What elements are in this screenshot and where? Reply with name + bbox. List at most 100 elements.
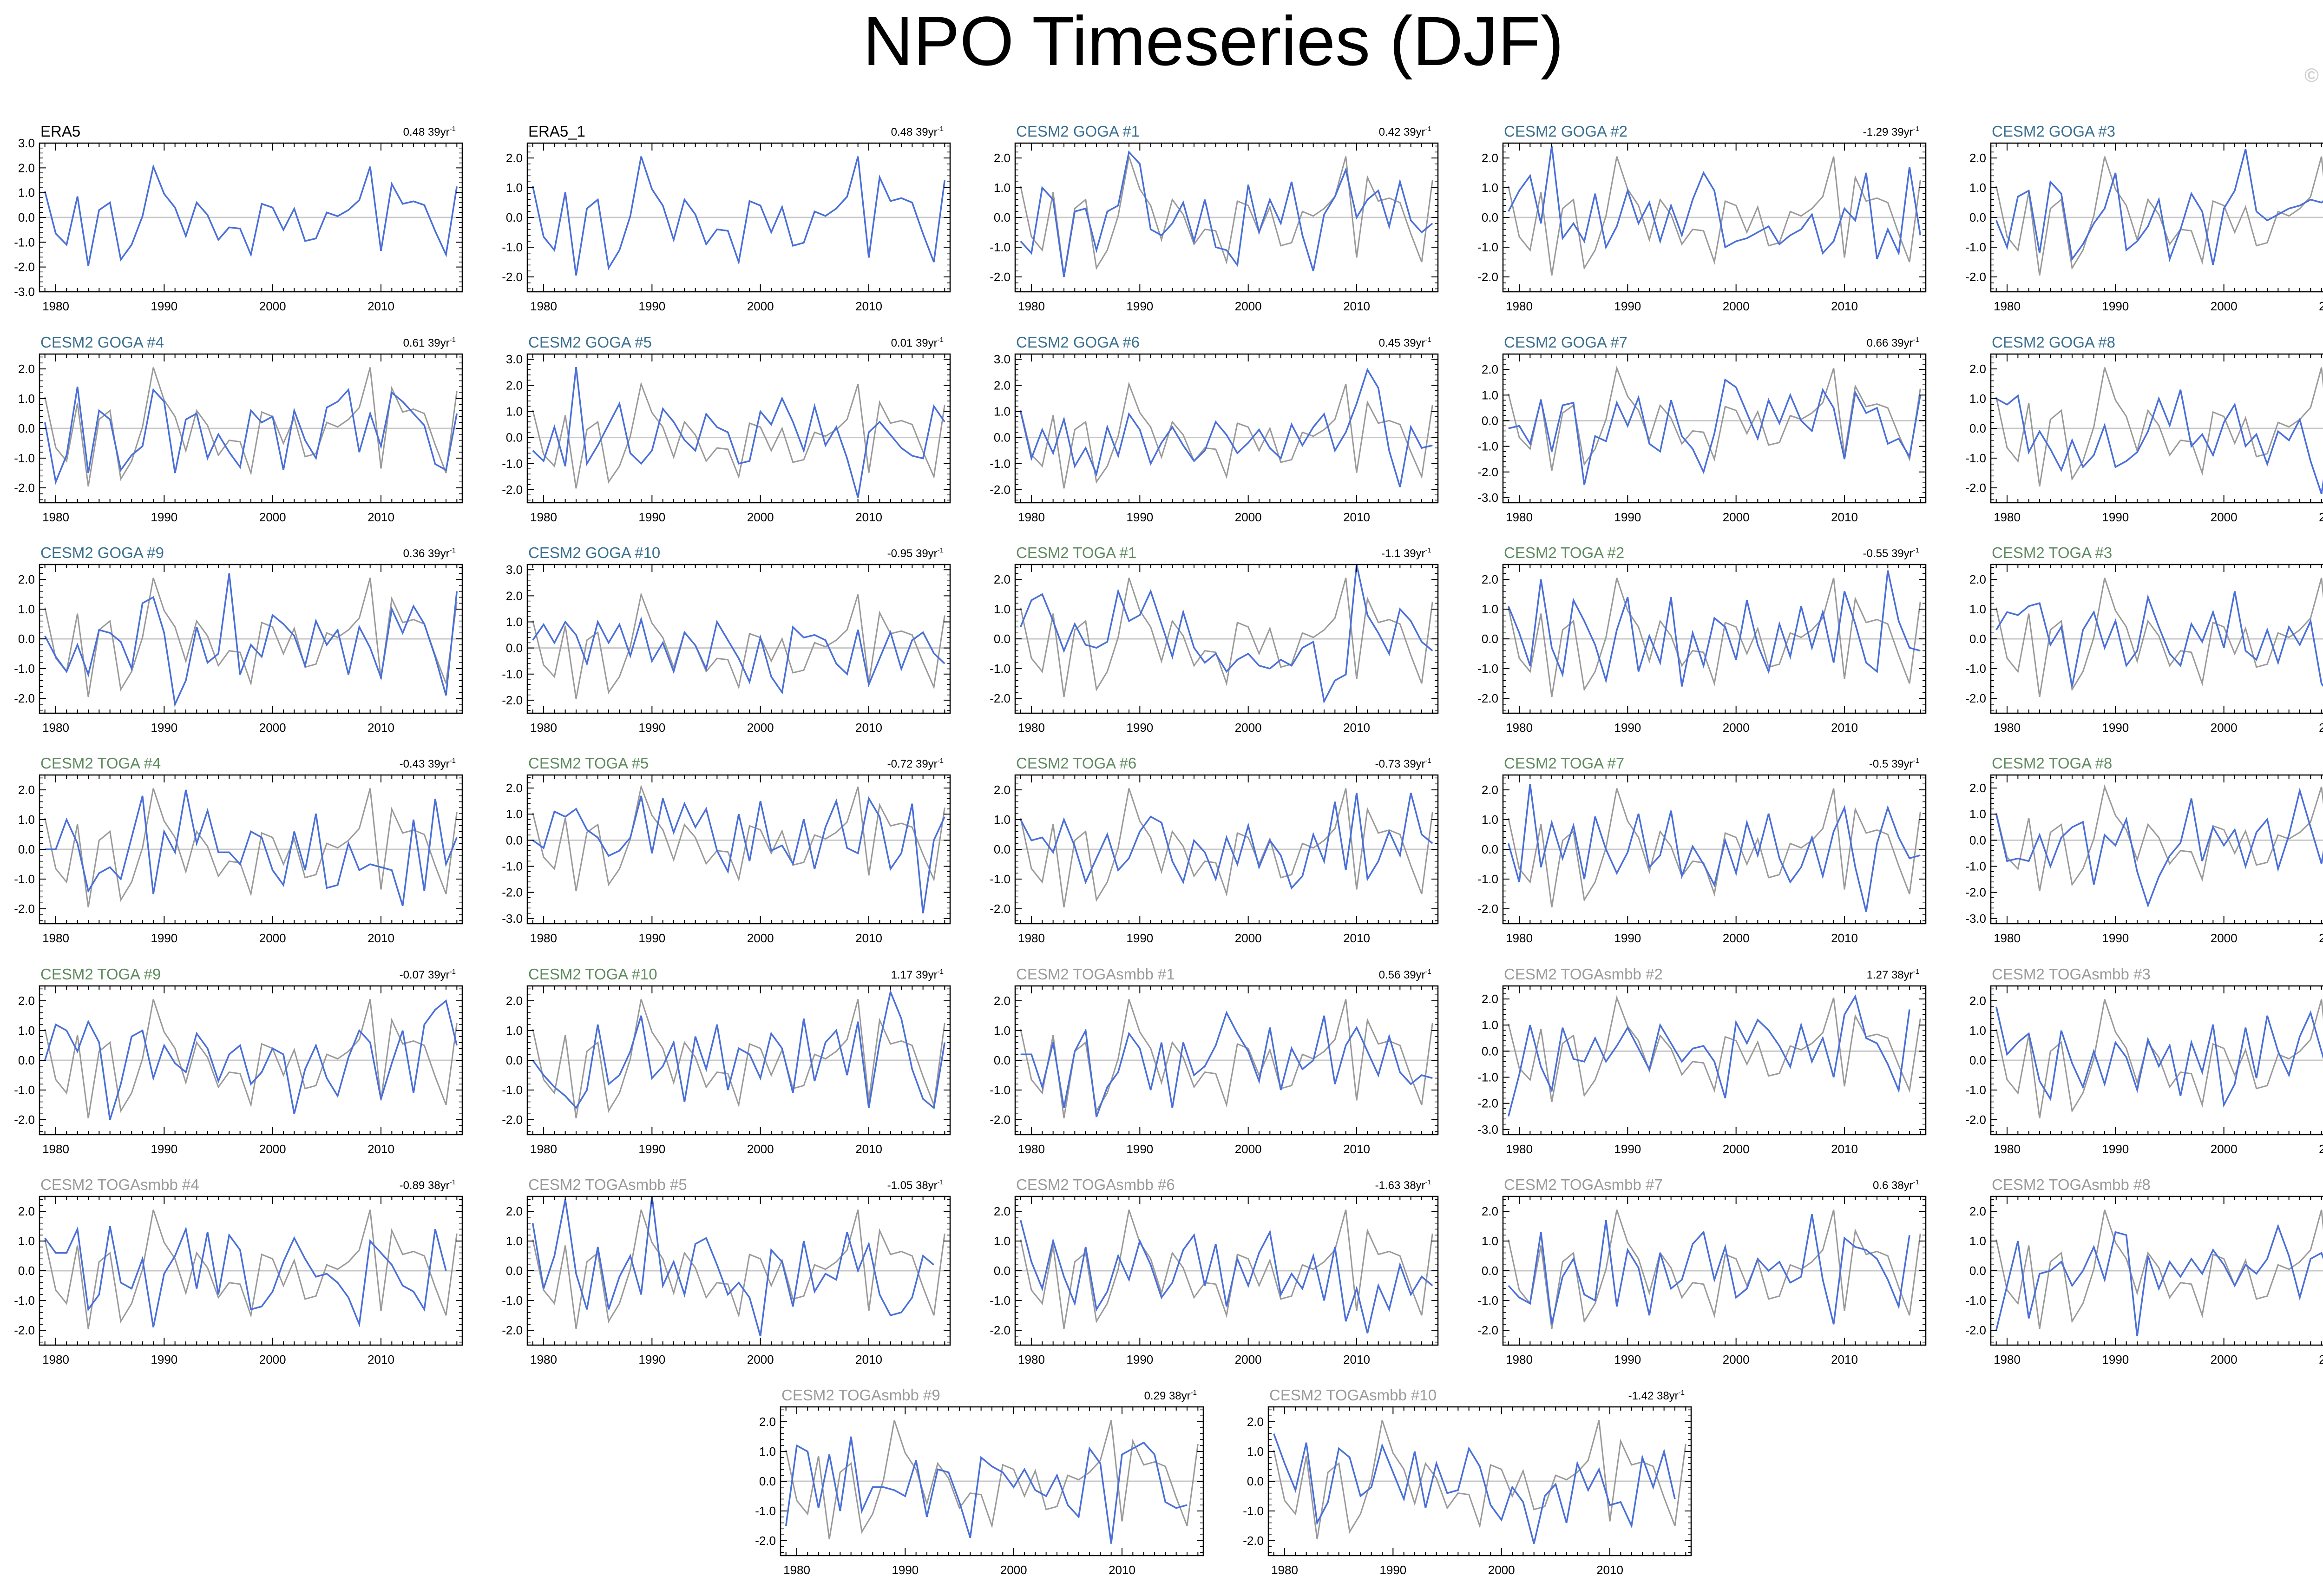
series-line — [1508, 146, 1922, 260]
series-line — [1995, 1223, 2323, 1337]
y-tick-label: -1.0 — [502, 667, 523, 681]
y-tick-label: 0.0 — [994, 431, 1011, 445]
y-tick-label: 2.0 — [1969, 781, 1986, 795]
y-tick-label: 1.0 — [994, 1024, 1011, 1038]
y-tick-label: 2.0 — [18, 994, 35, 1008]
x-tick-label: 1990 — [2102, 299, 2129, 313]
x-tick-label: 2010 — [1831, 1353, 1858, 1366]
x-tick-label: 1990 — [892, 1563, 919, 1577]
panel-30: CESM2 TOGAsmbb #81.2 38yr-11980199020002… — [1965, 1176, 2323, 1366]
panel-frame — [526, 353, 951, 504]
panel-7: CESM2 GOGA #5 0.01 39yr-1 1980 1990 2000 2010… — [502, 334, 951, 524]
x-tick-label: 2000 — [2211, 931, 2238, 945]
y-tick-label: 2.0 — [1969, 362, 1986, 376]
x-tick-label: 2010 — [855, 1142, 882, 1156]
x-tick-label: 1980 — [530, 510, 557, 524]
y-tick-label: 0.0 — [994, 1264, 1011, 1278]
panel-trend: 0.56 39yr-1 — [1379, 968, 1431, 981]
y-tick-label: 2.0 — [18, 161, 35, 175]
series-line — [1020, 1011, 1433, 1117]
x-tick-label: 2000 — [747, 1353, 774, 1366]
panel-1: ERA5 0.48 39yr-1 1980 1990 2000 2010 3.0 2.0 1.0… — [14, 123, 463, 313]
reference-line — [1020, 578, 1433, 697]
reference-line — [532, 784, 945, 892]
y-tick-label: 2.0 — [1969, 994, 1986, 1008]
panel-trend: 1.27 38yr-1 — [1867, 968, 1919, 981]
y-tick-label: 1.0 — [1482, 1018, 1498, 1032]
x-tick-label: 1980 — [42, 510, 69, 524]
panel-trend: 1.17 39yr-1 — [891, 968, 944, 981]
x-tick-label: 1980 — [530, 299, 557, 313]
x-tick-label: 1990 — [2102, 721, 2129, 735]
x-tick-label: 1980 — [1018, 510, 1045, 524]
panel-title: CESM2 GOGA #1 — [1016, 123, 1140, 140]
panel-trend: -0.43 39yr-1 — [400, 757, 456, 770]
x-tick-label: 2000 — [1723, 1353, 1750, 1366]
series-line — [532, 795, 945, 913]
x-tick-label: 2010 — [1831, 931, 1858, 945]
x-tick-label: 2010 — [1109, 1563, 1135, 1577]
x-tick-label: 2000 — [2211, 1353, 2238, 1366]
y-tick-label: 0.0 — [994, 842, 1011, 856]
y-tick-label: 1.0 — [506, 615, 523, 629]
y-tick-label: 0.0 — [1482, 1264, 1498, 1278]
y-tick-label: -2.0 — [1965, 481, 1986, 495]
y-tick-label: -2.0 — [502, 1113, 523, 1127]
x-tick-label: 1980 — [530, 1142, 557, 1156]
panel-trend: -1.05 38yr-1 — [887, 1178, 944, 1192]
panel-frame — [1502, 353, 1927, 504]
series-line — [785, 1436, 1188, 1544]
y-tick-label: -1.0 — [502, 457, 523, 471]
x-tick-label: 1990 — [151, 299, 177, 313]
panel-title: CESM2 TOGA #5 — [528, 755, 649, 772]
x-tick-label: 1980 — [1994, 299, 2021, 313]
panel-15: CESM2 TOGA #3-1.07 39yr-1198019902000201… — [1965, 544, 2323, 735]
y-tick-label: 1.0 — [506, 405, 523, 419]
y-tick-label: 1.0 — [1482, 388, 1498, 402]
reference-line — [532, 592, 945, 699]
panel-title: CESM2 TOGAsmbb #7 — [1504, 1176, 1663, 1193]
y-tick-label: 1.0 — [18, 186, 35, 200]
x-tick-label: 2000 — [1235, 299, 1262, 313]
series-line — [1020, 150, 1433, 277]
panel-19: CESM2 TOGA #7 -0.5 39yr-1 1980 1990 2000 2010… — [1477, 755, 1927, 945]
series-line — [532, 367, 945, 498]
y-tick-label: 2.0 — [18, 362, 35, 376]
y-tick-label: 1.0 — [506, 1024, 523, 1038]
y-tick-label: 2.0 — [506, 378, 523, 392]
x-tick-label: 2010 — [367, 510, 394, 524]
x-tick-label: 2000 — [747, 1142, 774, 1156]
panel-trend: -1.29 39yr-1 — [1863, 125, 1919, 138]
x-tick-label: 1980 — [1506, 510, 1533, 524]
x-tick-label: 2000 — [1723, 1142, 1750, 1156]
x-tick-label: 1980 — [1018, 931, 1045, 945]
series-line — [45, 789, 458, 906]
x-tick-label: 1980 — [1018, 299, 1045, 313]
x-tick-label: 1980 — [1018, 1142, 1045, 1156]
y-tick-label: 0.0 — [1969, 210, 1986, 224]
reference-line — [1020, 156, 1433, 276]
panel-trend: 0.48 39yr-1 — [403, 125, 456, 138]
x-tick-label: 1990 — [1126, 931, 1153, 945]
series-line — [44, 999, 458, 1120]
panel-title: ERA5_1 — [528, 123, 585, 140]
panel-title: CESM2 TOGA #2 — [1504, 544, 1624, 561]
x-tick-label: 1990 — [1614, 1142, 1641, 1156]
series-line — [1020, 1220, 1433, 1333]
series-line — [44, 573, 458, 707]
trend-exponent: -1 — [1913, 125, 1919, 133]
y-tick-label: 2.0 — [994, 1204, 1011, 1218]
y-tick-label: 3.0 — [994, 352, 1011, 366]
x-tick-label: 1990 — [1126, 510, 1153, 524]
x-tick-label: 1990 — [1126, 1353, 1153, 1366]
panel-title: CESM2 GOGA #7 — [1504, 334, 1627, 351]
y-tick-label: -1.0 — [1477, 1294, 1498, 1307]
y-tick-label: -1.0 — [1965, 451, 1986, 465]
y-tick-label: 2.0 — [18, 783, 35, 797]
panel-title: CESM2 TOGAsmbb #2 — [1504, 965, 1663, 983]
x-tick-label: 2010 — [367, 299, 394, 313]
x-tick-label: 1980 — [42, 299, 69, 313]
panel-10: CESM2 GOGA #8-0.77 39yr-1198019902000201… — [1965, 334, 2323, 524]
reference-line — [1995, 367, 2323, 487]
